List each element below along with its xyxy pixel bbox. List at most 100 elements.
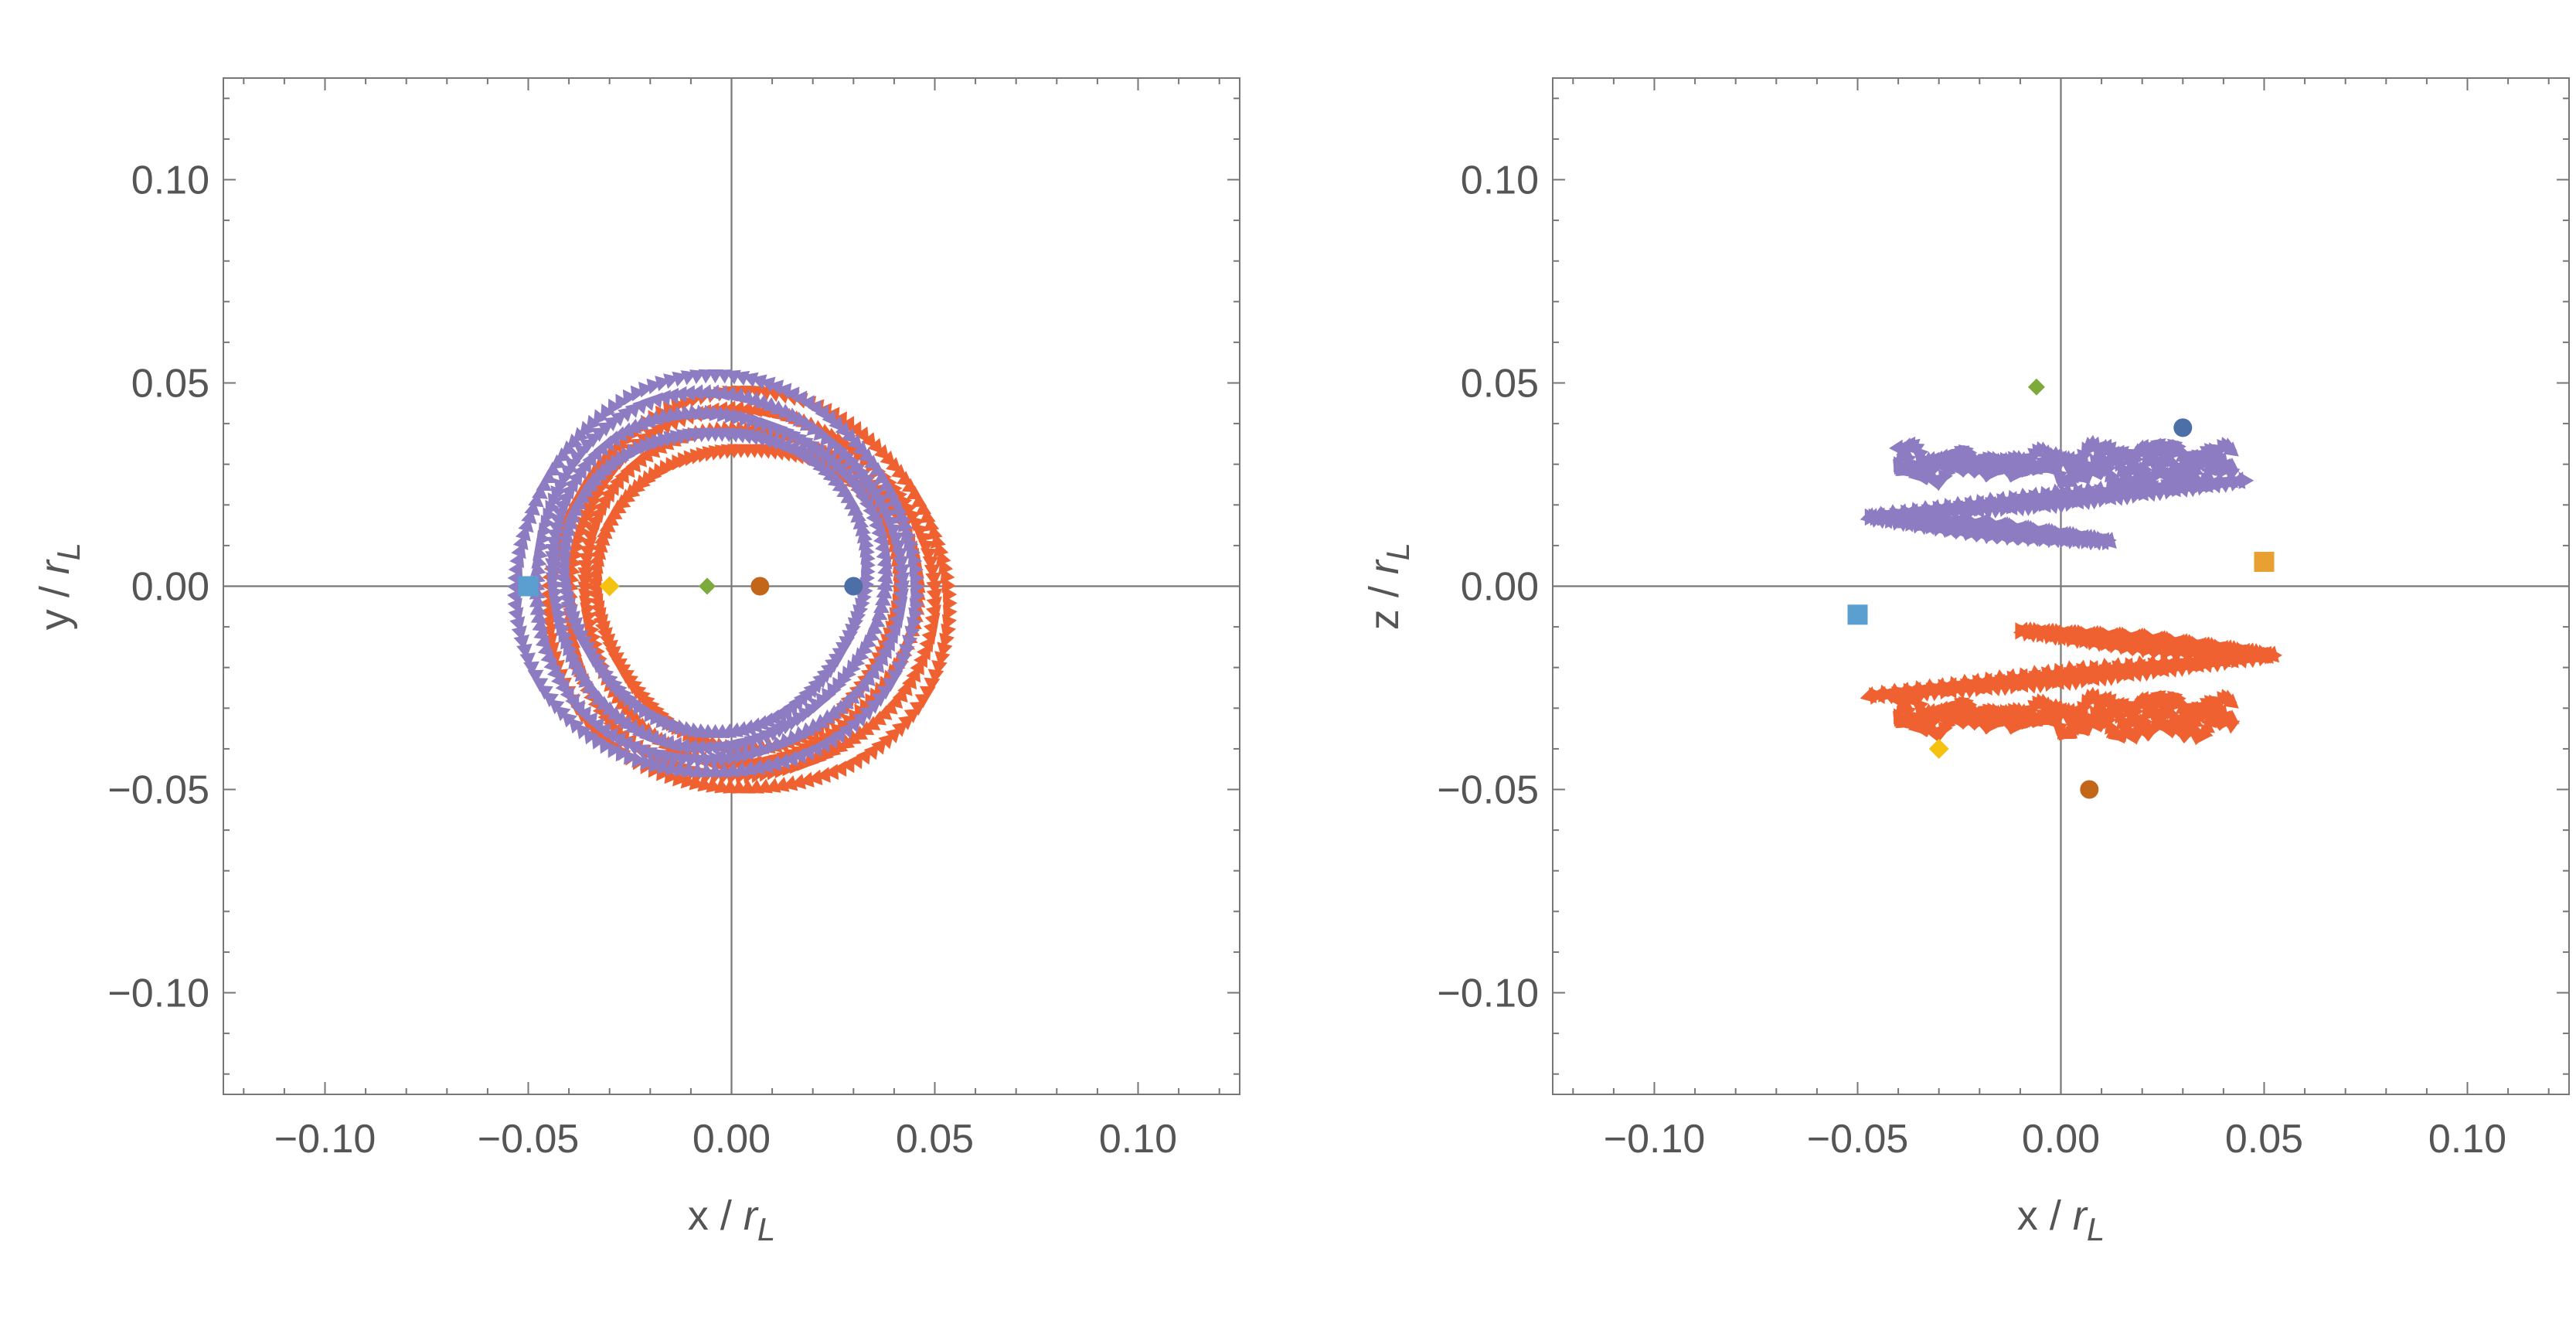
trail-marker	[926, 588, 943, 604]
trail-marker	[767, 755, 782, 771]
x-tick-label: 0.05	[896, 1117, 974, 1162]
trail-marker	[697, 384, 713, 400]
trail-marker	[860, 634, 876, 650]
trail-marker	[702, 446, 718, 462]
trail-marker	[593, 500, 608, 516]
trail-marker	[774, 777, 790, 792]
trail-marker	[792, 411, 809, 427]
trail-marker	[943, 595, 958, 612]
trail-marker	[777, 383, 792, 399]
trail-marker	[519, 652, 536, 668]
trail-marker	[516, 643, 533, 659]
trail-marker	[876, 705, 893, 720]
trail-marker	[518, 517, 534, 533]
trail-marker	[709, 751, 725, 768]
trail-marker	[2223, 693, 2239, 709]
trail-marker	[577, 567, 594, 582]
trail-marker	[690, 740, 706, 757]
trail-marker	[750, 759, 766, 775]
trail-marker	[890, 500, 907, 515]
trail-marker	[910, 579, 925, 596]
trail-marker	[724, 407, 740, 424]
trail-marker	[850, 508, 866, 523]
trail-marker	[512, 534, 529, 550]
trail-marker	[784, 386, 800, 403]
trail-marker	[580, 537, 597, 553]
y-tick-label: −0.10	[107, 971, 209, 1016]
trail-marker	[529, 593, 546, 607]
y-tick-label: −0.05	[1437, 768, 1539, 813]
orbit-trails	[507, 369, 958, 794]
y-tick-label: −0.05	[107, 768, 209, 813]
trail-marker	[550, 513, 567, 529]
trail-marker	[832, 738, 849, 754]
trail-marker	[891, 548, 908, 563]
orbit-trail	[1860, 434, 2254, 551]
trail-marker	[931, 660, 948, 675]
trail-marker	[750, 743, 764, 760]
trail-marker	[579, 545, 596, 560]
trail-marker	[632, 398, 648, 414]
trail-marker	[904, 625, 920, 641]
trail-marker	[886, 492, 903, 507]
trail-marker	[852, 604, 869, 620]
diamond-marker	[2027, 378, 2045, 396]
trail-marker	[890, 540, 907, 555]
y-tick-label: 0.10	[131, 158, 209, 203]
x-tick-label: −0.05	[1807, 1117, 1909, 1162]
trail-marker	[529, 601, 546, 615]
trail-marker	[857, 641, 873, 657]
trail-marker	[726, 749, 741, 766]
trail-marker	[568, 718, 584, 734]
trail-marker	[532, 678, 549, 692]
trail-marker	[664, 387, 679, 404]
trail-marker	[739, 410, 754, 427]
trail-marker	[655, 712, 671, 729]
x-axis-title: x / rL	[688, 1193, 775, 1247]
trail-marker	[893, 556, 909, 571]
circle-marker	[750, 577, 770, 596]
y-tick-label: 0.10	[1461, 158, 1539, 203]
trail-marker	[669, 430, 686, 446]
trail-marker	[910, 492, 927, 507]
trail-marker	[926, 580, 942, 596]
trail-marker	[579, 420, 595, 437]
trail-marker	[2072, 458, 2088, 472]
trail-marker	[689, 384, 704, 401]
trail-marker	[2199, 466, 2215, 481]
trail-marker	[778, 403, 795, 418]
trail-marker	[926, 596, 942, 612]
trail-marker	[527, 669, 544, 684]
circle-marker	[2173, 418, 2193, 437]
trail-marker	[545, 572, 562, 587]
x-tick-label: 0.10	[2428, 1117, 2506, 1162]
square-marker	[1847, 604, 1868, 625]
x-tick-label: −0.05	[478, 1117, 580, 1162]
trail-marker	[873, 599, 890, 613]
y-tick-label: 0.00	[131, 565, 209, 610]
trail-marker	[546, 529, 563, 543]
trail-marker	[741, 760, 757, 776]
trail-marker	[545, 558, 561, 573]
trail-marker	[815, 767, 831, 783]
trail-marker	[2092, 700, 2109, 716]
trail-marker	[906, 485, 923, 500]
trail-marker	[919, 509, 936, 523]
trail-marker	[923, 516, 940, 532]
trail-marker	[885, 727, 901, 743]
trail-marker	[799, 771, 815, 788]
trail-marker	[625, 740, 642, 756]
trail-marker	[649, 709, 665, 726]
trail-marker	[758, 757, 774, 774]
trail-marker	[618, 407, 634, 423]
trail-marker	[838, 694, 854, 709]
diamond-marker	[599, 576, 620, 597]
tick-marks	[223, 78, 1240, 1094]
trail-marker	[846, 717, 862, 733]
trail-marker	[604, 480, 619, 496]
trail-marker	[631, 751, 647, 768]
trail-marker	[899, 644, 915, 659]
circle-marker	[844, 577, 863, 596]
trail-marker	[742, 746, 757, 763]
trail-marker	[807, 769, 823, 786]
